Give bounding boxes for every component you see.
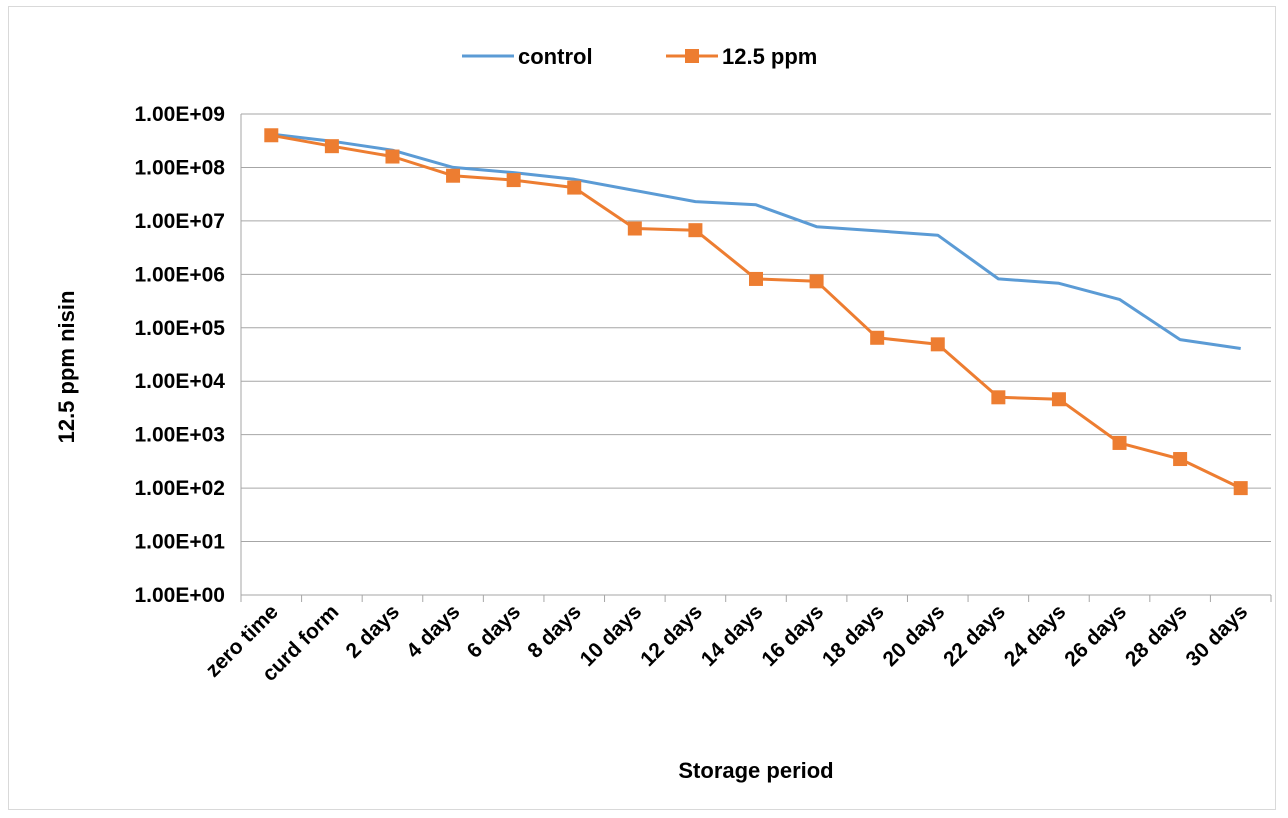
chart-frame [8,6,1276,810]
data-point [1112,435,1127,450]
data-point [688,223,703,238]
data-point [567,180,582,195]
x-tick-label: 2 days [342,600,405,663]
data-point [264,128,279,143]
y-tick-label: 1.00E+07 [134,210,225,233]
data-point [446,168,461,183]
series-line-0 [271,132,1241,350]
y-tick-label: 1.00E+02 [134,477,225,500]
series-layer [264,128,1248,496]
data-point [385,149,400,164]
y-tick-label: 1.00E+00 [134,584,225,607]
x-tick-label: 10 days [576,600,647,671]
legend: control 12.5 ppm [462,44,817,69]
data-point [1233,481,1248,496]
y-tick-label: 1.00E+03 [134,424,225,447]
x-tick-label: 30 days [1181,600,1252,671]
y-tick-label: 1.00E+01 [134,531,225,554]
data-point [627,221,642,236]
x-tick-label: 20 days [879,600,950,671]
data-point [870,330,885,345]
y-tick-label: 1.00E+04 [134,370,225,393]
legend-12-5-ppm-label: 12.5 ppm [722,44,817,69]
x-tick-label: 12 days [636,600,707,671]
series-line-1 [271,133,1242,490]
x-tick-label: 18 days [818,600,889,671]
x-axis-title: Storage period [678,758,833,783]
legend-12-5-ppm-marker [685,49,699,63]
legend-control-label: control [518,44,593,69]
x-tick-label: 6 days [463,600,526,663]
data-point [324,139,339,154]
x-tick-label: 28 days [1121,600,1192,671]
gridlines [241,113,1271,596]
x-tick-label: 22 days [939,600,1010,671]
x-tick-label: 4 days [402,600,465,663]
data-point [809,274,824,289]
data-point [991,390,1006,405]
data-point [1173,452,1188,467]
y-tick-label: 1.00E+09 [134,103,225,126]
y-tick-label: 1.00E+05 [134,317,225,340]
data-point [506,173,521,188]
y-axis-title: 12.5 ppm nisin [54,291,79,444]
axes [240,114,1272,602]
x-tick-label: 26 days [1060,600,1131,671]
x-tick-label: 24 days [1000,600,1071,671]
y-tick-label: 1.00E+06 [134,263,225,286]
x-tick-label: 16 days [757,600,828,671]
y-tick-label: 1.00E+08 [134,156,225,179]
x-tick-label: 14 days [697,600,768,671]
data-point [930,337,945,352]
data-point [749,271,763,286]
data-point [1051,392,1066,407]
y-tick-labels: 1.00E+00 1.00E+01 1.00E+02 1.00E+03 1.00E+04… [134,103,225,607]
